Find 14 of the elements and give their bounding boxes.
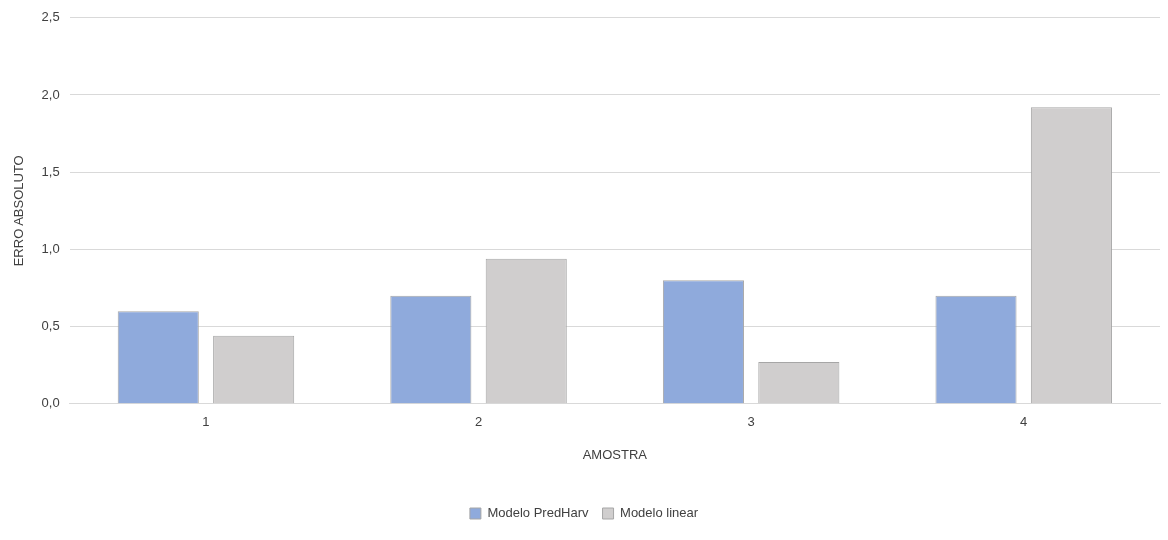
legend-label: Modelo PredHarv <box>487 505 590 521</box>
y-tick-label: 0,5 <box>41 318 60 334</box>
x-tick-label: 1 <box>202 414 210 430</box>
y-axis-title: ERRO ABSOLUTO <box>11 155 27 267</box>
x-axis-title: AMOSTRA <box>582 446 648 462</box>
x-tick-label: 4 <box>1020 414 1028 430</box>
y-tick-label: 0,0 <box>41 395 60 411</box>
y-tick-label: 1,0 <box>41 240 60 256</box>
y-tick-label: 2,5 <box>41 9 60 25</box>
legend-label: Modelo linear <box>620 505 699 521</box>
y-tick-label: 1,5 <box>41 163 60 179</box>
x-tick-label: 3 <box>747 414 755 430</box>
x-tick-label: 2 <box>474 414 483 430</box>
y-tick-label: 2,0 <box>41 86 60 102</box>
